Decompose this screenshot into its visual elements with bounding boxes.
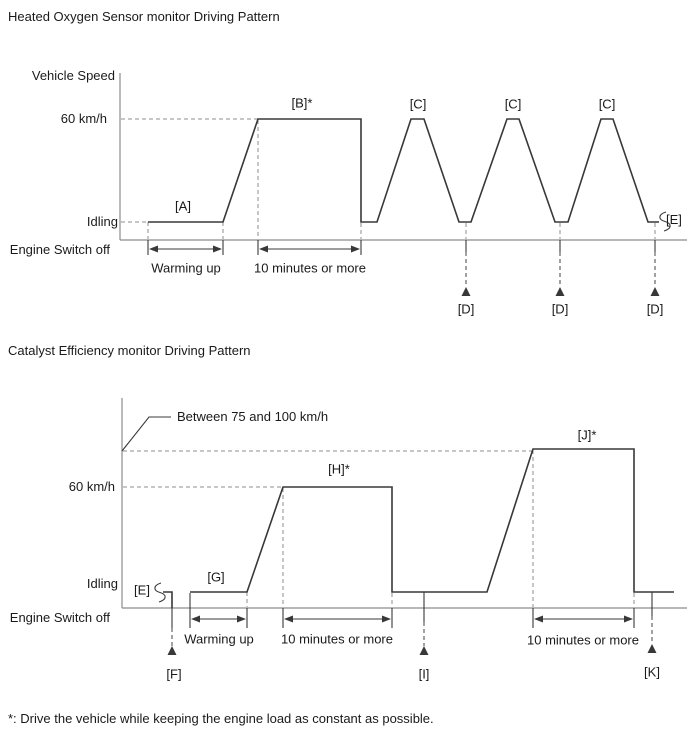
top-chart-duration-arrows [147,240,362,255]
marker-label-d-1: [D] [457,301,475,317]
segment-label-g: [G] [207,569,225,585]
bottom-duration-ten-minutes-2: 10 minutes or more [527,632,639,648]
bottom-level-between-75-100: Between 75 and 100 km/h [177,409,329,424]
bottom-chart-title: Catalyst Efficiency monitor Driving Patt… [8,343,251,358]
segment-label-c-3: [C] [598,96,616,112]
bottom-chart-event-markers [167,592,657,655]
bottom-chart-reference-dashes [123,450,635,607]
top-chart-break-mark [659,211,671,232]
top-duration-ten-minutes: 10 minutes or more [254,260,366,276]
footnote: *: Drive the vehicle while keeping the e… [8,711,434,726]
segment-label-h: [H]* [328,461,350,477]
marker-label-k: [K] [644,664,660,680]
segment-label-a: [A] [175,198,191,214]
top-level-idling: Idling [86,214,118,229]
bottom-duration-ten-minutes-1: 10 minutes or more [281,631,393,647]
bottom-chart-duration-arrows [189,593,635,628]
segment-label-e-bottom: [E] [134,582,150,598]
marker-label-i: [I] [418,666,430,682]
segment-label-b: [B]* [291,95,313,111]
segment-label-j: [J]* [577,427,597,443]
bottom-level-idling: Idling [86,576,118,591]
top-chart-pattern-line [148,118,659,223]
segment-label-c-2: [C] [504,96,522,112]
segment-label-e-top: [E] [666,212,682,227]
top-y-axis-label: Vehicle Speed [31,68,115,83]
bottom-chart-pattern-line [163,448,674,608]
top-level-engine-off: Engine Switch off [9,242,110,257]
top-chart-d-markers [461,240,660,296]
top-chart-title: Heated Oxygen Sensor monitor Driving Pat… [8,9,280,24]
top-level-60kmh: 60 km/h [60,111,107,126]
bottom-duration-warming-up: Warming up [184,631,254,647]
segment-label-c-1: [C] [409,96,427,112]
bottom-chart-axes [121,398,687,609]
marker-label-f: [F] [166,666,182,682]
top-chart-axes [119,73,687,241]
bottom-level-engine-off: Engine Switch off [9,610,110,625]
top-duration-warming-up: Warming up [151,260,221,276]
marker-label-d-3: [D] [646,301,664,317]
bottom-chart-callout-leader [121,416,171,452]
top-chart-reference-dashes [121,118,656,239]
bottom-chart-break-mark [154,582,166,603]
marker-label-d-2: [D] [551,301,569,317]
bottom-level-60kmh: 60 km/h [68,479,115,494]
